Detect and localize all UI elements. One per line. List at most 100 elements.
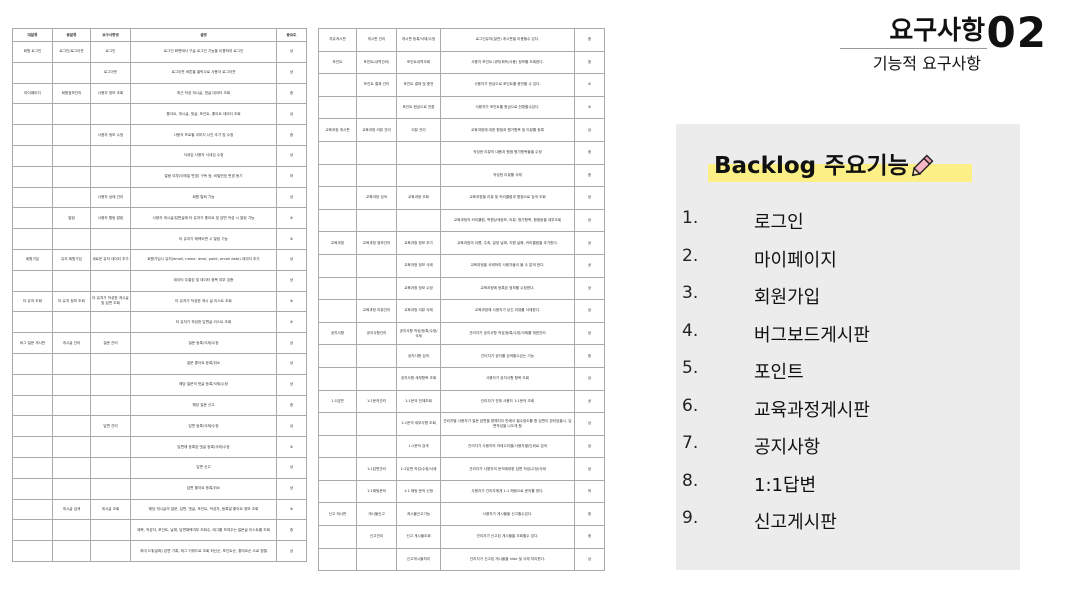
table-row: 신고 게시판 게시물신고 게시물신고기능 사용자가 게시물을 신고할수있다. 중 xyxy=(318,502,605,527)
subcategory-cell: 타 유저 정보 조회 xyxy=(52,290,91,313)
description-cell: 관리자가 사용자의 문의에대한 답변 작성/수정/삭제 xyxy=(440,457,575,481)
subcategory-cell xyxy=(356,366,397,391)
priority-cell: 상 xyxy=(574,412,605,436)
category-cell xyxy=(12,456,53,479)
table-row: 답변 좋아요 등록/취소 상 xyxy=(12,477,307,500)
description-cell: 교육과정을 리뷰 및 커리큘럼과 평점으로 검색 조회 xyxy=(440,186,575,210)
table-row: 작성한 리뷰의 내용과 평점 평가항목들을 수정 중 xyxy=(318,140,605,165)
subcategory-cell: 교육과정 리뷰관리 xyxy=(356,299,397,323)
description-cell: 해당 질문 신고 xyxy=(130,394,277,417)
feature-number: 4. xyxy=(682,320,699,341)
feature-list-item: 2. 마이페이지 xyxy=(676,246,1020,284)
category-cell xyxy=(12,144,53,167)
description-cell: 해당 질문의 댓글 등록/삭제/수정 xyxy=(130,373,277,396)
subcategory-cell xyxy=(356,276,397,301)
category-cell: 버그 질문 게시판 xyxy=(12,332,53,354)
feature-list-item: 7. 공지사항 xyxy=(676,433,1020,471)
subcategory-cell xyxy=(356,95,397,120)
category-cell xyxy=(12,498,53,521)
priority-cell: 상 xyxy=(276,248,307,271)
priority-cell: 소 xyxy=(276,498,307,521)
subcategory-cell xyxy=(356,253,397,278)
category-cell xyxy=(12,207,53,230)
backlog-title: Backlog 주요기능 xyxy=(714,146,937,183)
requirement-cell xyxy=(90,165,131,188)
category-cell xyxy=(318,344,357,368)
table-row: 좋아요, 게시글, 댓글, 포인트, 좋아요 데이터 조회 상 xyxy=(12,103,307,126)
description-cell: 로그인유저(일반) 게시판을 이용할수 있다. xyxy=(440,28,575,52)
backlog-panel: Backlog 주요기능 1. 로그인 2. 마이페이지 3. 회원가입 4. 버그보드게시판… xyxy=(676,124,1020,570)
feature-number: 8. xyxy=(682,470,699,491)
table-row: 사용자 상태 관리 회원 탈퇴 기능 상 xyxy=(12,186,307,209)
table-row: 타 유저가 채택되면 시 알림 기능 소 xyxy=(12,228,307,250)
priority-cell: 중 xyxy=(574,525,605,549)
description-cell: 답변 신고 xyxy=(130,456,277,479)
description-cell: 닉네임 사용자 닉네임 수정 xyxy=(130,144,277,167)
category-cell xyxy=(12,165,53,188)
table-row: 교육과정의 커리큘럼, 학원상세정보, 리뷰, 평가항목, 평점등을 세부조회 상 xyxy=(318,208,605,233)
category-cell xyxy=(318,163,357,188)
priority-cell: 상 xyxy=(574,253,605,278)
requirement-cell xyxy=(90,311,131,334)
description-cell: 작성한 리뷰를 삭제 xyxy=(440,163,575,188)
requirement-cell: 교육과정 정보 수정 xyxy=(396,276,441,301)
requirement-cell: 게시글 조회 xyxy=(90,498,131,521)
category-cell: 1:1답변 xyxy=(318,389,357,414)
feature-label: 공지사항 xyxy=(754,437,821,458)
priority-cell: 상 xyxy=(276,477,307,500)
priority-cell: 소 xyxy=(574,73,605,97)
category-cell: 자유게시판 xyxy=(318,28,357,52)
category-cell xyxy=(318,208,357,233)
priority-cell: 상 xyxy=(276,415,307,438)
requirement-cell: 1:1문의 전체조회 xyxy=(396,389,441,414)
table-row: 공지사항 검색 관리자가 공지를 검색할수있는 기능 중 xyxy=(318,344,605,368)
table-row: 교육과정 정보 삭제 교육과정을 삭제하여 사용자들이 볼 수 없게 한다. 상 xyxy=(318,253,605,278)
table-row: 회원가입 유저 회원가입 새로운 유저 데이터 추가 회원가입시 유저(email, … xyxy=(12,248,307,271)
feature-list-item: 9. 신고게시판 xyxy=(676,508,1020,546)
priority-cell: 소 xyxy=(276,311,307,334)
table-row: 1:1답변 1:1문의관리 1:1문의 전체조회 관리자가 전체 사용자 1:1문의 … xyxy=(318,389,605,414)
table-row: 알람 여부(이메일 변경) 구독 등, 비밀번호 변경 동기 하 xyxy=(12,165,307,188)
requirement-cell xyxy=(396,163,441,188)
subcategory-cell: 1:1문의관리 xyxy=(356,389,397,414)
description-cell: 해당 게시글의 질문, 답변, 댓글, 포인트, 작성자, 등록일 좋아요 정보… xyxy=(130,498,277,521)
priority-cell: 상 xyxy=(574,208,605,233)
description-cell: 답변에 등록된 댓글 등록/삭제/수정 xyxy=(130,436,277,458)
category-cell: 회원가입 xyxy=(12,248,53,271)
subcategory-cell: 로그인/로그아웃 xyxy=(52,41,91,63)
description-cell: 사용자가 게시물을 신고할수있다. xyxy=(440,502,575,527)
requirement-cell: 게시판 등록/삭제/수정 xyxy=(396,28,441,52)
subcategory-cell xyxy=(52,165,91,188)
requirement-cell: 교육과정 정보 추가 xyxy=(396,231,441,255)
description-cell: 로그인 화면에서 구글 로그인 기능을 이용하여 로그인 xyxy=(130,41,277,63)
table-row: 작성한 리뷰를 삭제 중 xyxy=(318,163,605,188)
priority-cell: 상 xyxy=(574,547,605,572)
category-cell: 포인트 xyxy=(318,50,357,75)
category-cell xyxy=(318,73,357,97)
table-header-cell: 중분류 xyxy=(52,28,91,42)
category-cell: 마이페이지 xyxy=(12,82,53,105)
requirements-doc-left: 대분류 중분류 요구사항명 설명 중요도 회원 로그인 로그인/로그아웃 로그인 로그인 화면… xyxy=(12,28,307,562)
description-cell: 사용자 프로필 이미지 사진 추가 및 수정 xyxy=(130,124,277,146)
description-cell: 사용자 포인트 내역(획득/사용) 정보를 조회한다. xyxy=(440,50,575,75)
requirement-cell: 포인트 현금으로 전환 xyxy=(396,95,441,120)
requirement-cell: 타 유저가 작성한 게시글 및 답변 조회 xyxy=(90,290,131,313)
subcategory-cell: 교육과정 정보관리 xyxy=(356,231,397,255)
feature-number: 7. xyxy=(682,433,699,453)
subcategory-cell: 게시물신고 xyxy=(356,502,397,527)
table-row: 질문 좋아요 등록/취소 상 xyxy=(12,352,307,375)
description-cell: 작성한 리뷰의 내용과 평점 평가항목들을 수정 xyxy=(440,140,575,165)
feature-number: 6. xyxy=(682,395,699,416)
description-cell: 회원가입시 유저(email, name, level, point, enro… xyxy=(130,248,277,271)
description-cell: 알람 여부(이메일 변경) 구독 등, 비밀번호 변경 동기 xyxy=(130,165,277,188)
requirement-cell: 1:1문의 세부사항 조회 xyxy=(396,412,441,436)
category-cell xyxy=(318,525,357,549)
feature-list-item: 1. 로그인 xyxy=(676,208,1020,246)
subcategory-cell: 게시글 검색 xyxy=(52,498,91,521)
requirement-cell xyxy=(90,519,131,542)
priority-cell: 상 xyxy=(276,269,307,292)
category-cell xyxy=(318,276,357,301)
subcategory-cell xyxy=(52,103,91,126)
description-cell: 관리자가 전체 사용자 1:1문의 조회 xyxy=(440,389,575,414)
subcategory-cell: 포인트(내역관리) xyxy=(356,50,397,75)
